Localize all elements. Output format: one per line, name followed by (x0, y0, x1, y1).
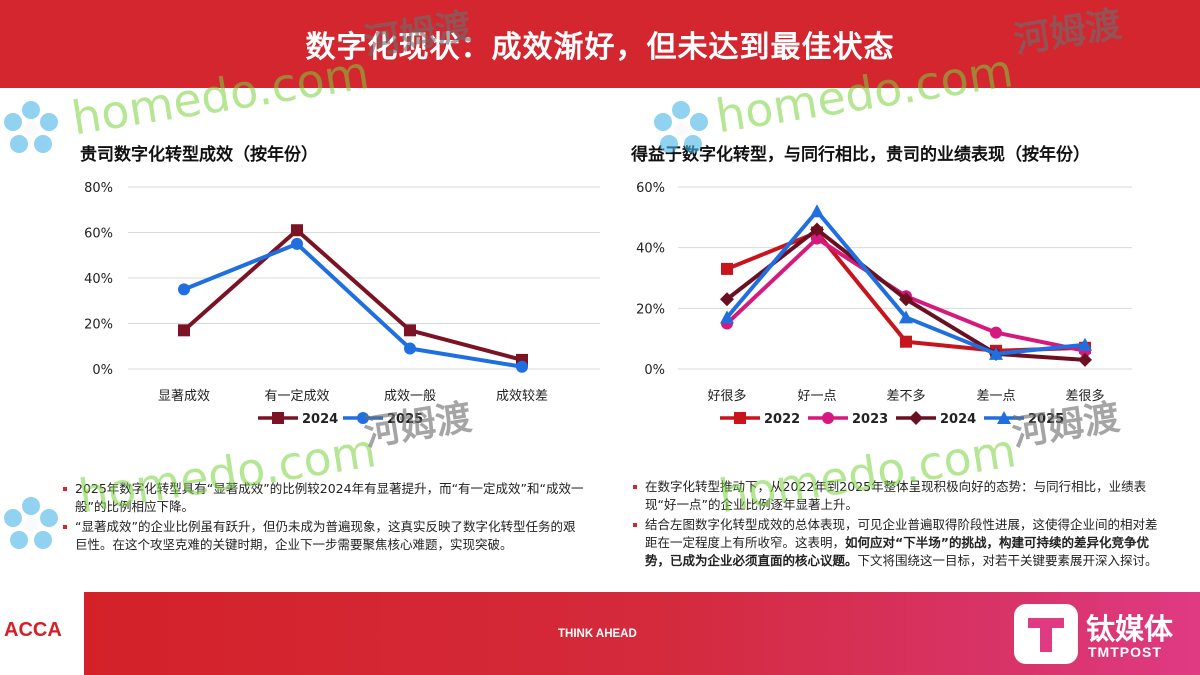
x-tick-label: 成效较差 (496, 389, 548, 404)
right-note-2-bold: 如何应对“下半场”的挑战，构建可持续的差异化竞争优势，已成为企业必须直面的核心议… (645, 535, 1149, 568)
y-tick-label: 20% (636, 302, 665, 317)
left-notes: 2025年数字化转型具有“显著成效”的比例较2024年有显著提升，而“有一定成效… (63, 480, 585, 556)
x-tick-label: 显著成效 (158, 389, 210, 404)
data-point-2024 (810, 222, 824, 237)
y-tick-label: 40% (84, 272, 113, 287)
tmtpost-logo-en: TMTPOST (1088, 644, 1162, 660)
legend-label-2023: 2023 (852, 412, 888, 427)
y-tick-label: 0% (644, 363, 665, 378)
legend-marker-2024 (272, 412, 284, 424)
x-tick-label: 差一点 (976, 389, 1015, 404)
x-tick-label: 好一点 (797, 389, 836, 404)
data-point-2025 (178, 283, 190, 296)
y-tick-label: 80% (84, 181, 113, 196)
data-point-2025 (720, 310, 734, 324)
data-point-2025 (1078, 337, 1092, 351)
data-point-2024 (899, 292, 913, 307)
right-chart-title: 得益于数字化转型，与同行相比，贵司的业绩表现（按年份） (631, 145, 1090, 165)
tmtpost-logo-icon (1014, 604, 1078, 664)
series-line-2024 (182, 228, 523, 362)
series-line-2025 (725, 209, 1086, 356)
left-note-2: “显著成效”的企业比例虽有跃升，但仍未成为普遍现象，这真实反映了数字化转型任务的… (63, 518, 585, 554)
data-point-2022 (900, 335, 912, 348)
data-point-2025 (291, 237, 303, 250)
data-point-2022 (721, 262, 733, 275)
legend-label-2025: 2025 (1028, 412, 1064, 427)
page-title: 数字化现状：成效渐好，但未达到最佳状态 (305, 30, 895, 65)
data-point-2024 (720, 292, 734, 307)
legend-marker-2025 (357, 412, 369, 424)
x-tick-label: 差不多 (886, 388, 925, 404)
legend-marker-2024 (909, 411, 923, 425)
y-tick-label: 20% (84, 318, 113, 333)
legend-marker-2023 (822, 412, 834, 424)
x-tick-label: 成效一般 (384, 388, 436, 404)
y-tick-label: 40% (636, 242, 665, 257)
data-point-2025 (810, 204, 824, 218)
data-point-2025 (516, 360, 528, 373)
data-point-2023 (811, 232, 823, 245)
acca-logo-text: ACCA (4, 619, 62, 641)
right-note-2-c: 下文将围绕这一目标，对若干关键要素展开深入探讨。 (857, 553, 1158, 568)
data-point-2024 (404, 324, 416, 337)
x-tick-label: 有一定成效 (264, 389, 329, 404)
legend-marker-2022 (734, 412, 746, 424)
data-point-2024 (1078, 352, 1092, 367)
right-notes: 在数字化转型推动下，从2022年到2025年整体呈现积极向好的态势：与同行相比，… (633, 478, 1158, 572)
data-point-2025 (989, 346, 1003, 360)
y-tick-label: 60% (636, 181, 665, 196)
data-point-2024 (291, 224, 303, 237)
data-point-2025 (404, 342, 416, 355)
footer-tagline: THINK AHEAD (558, 628, 637, 640)
acca-logo: ACCA (0, 592, 84, 675)
data-point-2023 (990, 326, 1002, 339)
title-bar: 数字化现状：成效渐好，但未达到最佳状态 (0, 0, 1200, 88)
chart-2: 0% 20% 40% 60% 好很多 好一点 差不多 差一点 差很多 2022 2023 2024 20… (636, 181, 1132, 427)
right-note-2: 结合左图数字化转型成效的总体表现，可见企业普遍取得阶段性进展，这使得企业间的相对… (633, 516, 1158, 570)
legend-marker-2025 (997, 411, 1011, 424)
right-note-1: 在数字化转型推动下，从2022年到2025年整体呈现积极向好的态势：与同行相比，… (633, 478, 1158, 514)
left-chart-title: 贵司数字化转型成效（按年份） (80, 145, 318, 165)
legend-label-2022: 2022 (764, 412, 800, 427)
legend-label-2024: 2024 (302, 412, 338, 427)
series-line-2025 (183, 241, 523, 369)
tmtpost-logo-cn: 钛媒体 (1086, 612, 1174, 646)
data-point-2025 (899, 310, 913, 324)
legend-label-2025: 2025 (387, 412, 423, 427)
y-tick-label: 0% (92, 363, 113, 378)
chart-1: 0% 20% 40% 60% 80% 显著成效 有一定成效 成效一般 成效较差 2024 2025 (84, 181, 600, 427)
y-tick-label: 60% (84, 227, 113, 242)
legend-label-2024: 2024 (940, 412, 976, 427)
x-tick-label: 好很多 (707, 388, 746, 404)
right-note-2-a: 结合左图数字化转型成效的总体表现，可见企业普遍取得阶段性进展，这使得企业间的相对… (645, 517, 1158, 550)
data-point-2024 (178, 324, 190, 337)
footer-bar: ACCA THINK AHEAD 钛媒体 TMTPOST (0, 592, 1200, 675)
left-note-1: 2025年数字化转型具有“显著成效”的比例较2024年有显著提升，而“有一定成效… (63, 480, 585, 516)
x-tick-label: 差很多 (1065, 388, 1104, 404)
